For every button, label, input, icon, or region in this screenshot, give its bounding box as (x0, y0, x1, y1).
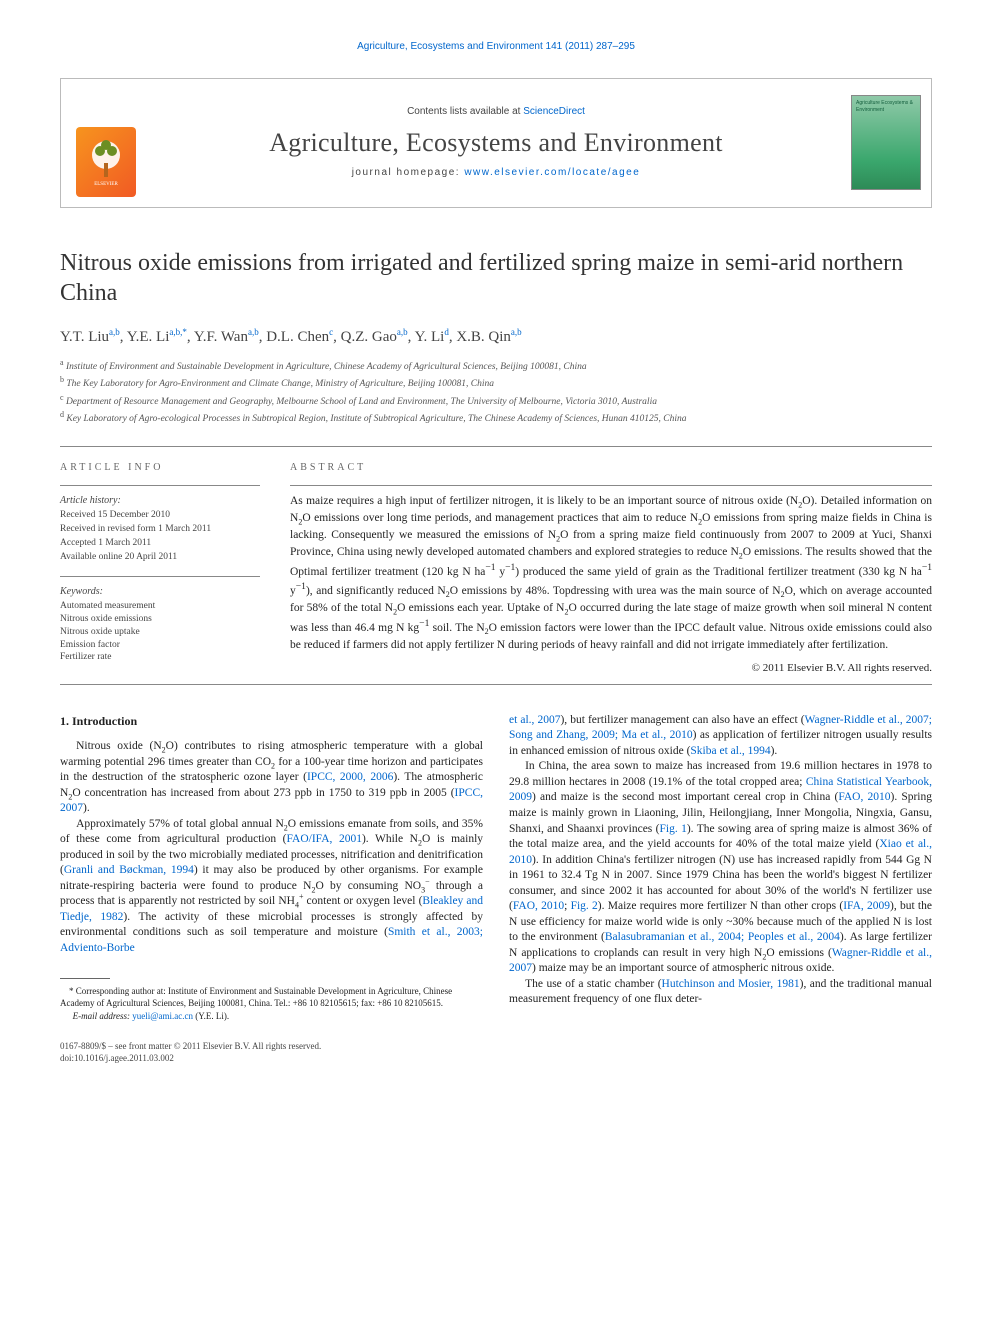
affiliation-line: a Institute of Environment and Sustainab… (60, 357, 932, 374)
history-label: Article history: (60, 494, 260, 508)
keyword-item: Fertilizer rate (60, 651, 260, 664)
corresponding-email-link[interactable]: yueli@ami.ac.cn (132, 1011, 193, 1021)
body-column-left: 1. Introduction Nitrous oxide (N2O) cont… (60, 713, 483, 1022)
journal-header-center: Contents lists available at ScienceDirec… (151, 79, 841, 207)
keyword-item: Emission factor (60, 639, 260, 652)
divider (60, 485, 260, 486)
article-title: Nitrous oxide emissions from irrigated a… (60, 248, 932, 308)
affiliation-line: d Key Laboratory of Agro-ecological Proc… (60, 409, 932, 426)
article-info-column: ARTICLE INFO Article history: Received 1… (60, 461, 260, 676)
footnote-separator (60, 978, 110, 979)
email-author-suffix: (Y.E. Li). (195, 1011, 229, 1021)
section-heading-introduction: 1. Introduction (60, 713, 483, 729)
journal-homepage-link[interactable]: www.elsevier.com/locate/agee (464, 167, 640, 178)
divider (60, 446, 932, 447)
body-paragraph: Nitrous oxide (N2O) contributes to risin… (60, 739, 483, 817)
history-item: Received 15 December 2010 (60, 509, 260, 522)
journal-title: Agriculture, Ecosystems and Environment (151, 125, 841, 160)
journal-cover-image: Agriculture Ecosystems & Environment (851, 95, 921, 190)
abstract-text: As maize requires a high input of fertil… (290, 494, 932, 653)
contents-prefix: Contents lists available at (407, 106, 523, 117)
history-item: Available online 20 April 2011 (60, 551, 260, 564)
body-paragraph: Approximately 57% of total global annual… (60, 817, 483, 957)
homepage-prefix: journal homepage: (352, 167, 465, 178)
divider (60, 576, 260, 577)
abstract-copyright: © 2011 Elsevier B.V. All rights reserved… (290, 661, 932, 676)
svg-text:ELSEVIER: ELSEVIER (94, 182, 118, 187)
sciencedirect-link[interactable]: ScienceDirect (523, 106, 585, 117)
running-header: Agriculture, Ecosystems and Environment … (60, 40, 932, 54)
keywords-label: Keywords: (60, 585, 260, 599)
elsevier-tree-icon: ELSEVIER (76, 127, 136, 197)
doi-line: doi:10.1016/j.agee.2011.03.002 (60, 1052, 321, 1064)
journal-cover-thumbnail: Agriculture Ecosystems & Environment (841, 79, 931, 207)
body-paragraph: In China, the area sown to maize has inc… (509, 759, 932, 976)
history-item: Received in revised form 1 March 2011 (60, 523, 260, 536)
keyword-item: Nitrous oxide uptake (60, 626, 260, 639)
email-footnote: E-mail address: yueli@ami.ac.cn (Y.E. Li… (60, 1010, 483, 1022)
publisher-logo: ELSEVIER (61, 79, 151, 207)
corresponding-author-footnote: * Corresponding author at: Institute of … (60, 985, 483, 1009)
body-paragraph: The use of a static chamber (Hutchinson … (509, 977, 932, 1008)
contents-available-line: Contents lists available at ScienceDirec… (151, 105, 841, 119)
affiliation-line: b The Key Laboratory for Agro-Environmen… (60, 374, 932, 391)
abstract-column: ABSTRACT As maize requires a high input … (290, 461, 932, 676)
authors-line: Y.T. Liua,b, Y.E. Lia,b,*, Y.F. Wana,b, … (60, 326, 932, 347)
journal-homepage-line: journal homepage: www.elsevier.com/locat… (151, 166, 841, 180)
front-matter-line: 0167-8809/$ – see front matter © 2011 El… (60, 1040, 321, 1052)
abstract-heading: ABSTRACT (290, 461, 932, 475)
keyword-item: Nitrous oxide emissions (60, 613, 260, 626)
email-label: E-mail address: (73, 1011, 130, 1021)
article-info-heading: ARTICLE INFO (60, 461, 260, 475)
journal-header-box: ELSEVIER Contents lists available at Sci… (60, 78, 932, 208)
body-column-right: et al., 2007), but fertilizer management… (509, 713, 932, 1022)
affiliation-line: c Department of Resource Management and … (60, 392, 932, 409)
divider (60, 684, 932, 685)
divider (290, 485, 932, 486)
body-paragraph: et al., 2007), but fertilizer management… (509, 713, 932, 760)
history-item: Accepted 1 March 2011 (60, 537, 260, 550)
affiliations-block: a Institute of Environment and Sustainab… (60, 357, 932, 427)
page-footer: 0167-8809/$ – see front matter © 2011 El… (60, 1040, 932, 1064)
keyword-item: Automated measurement (60, 600, 260, 613)
